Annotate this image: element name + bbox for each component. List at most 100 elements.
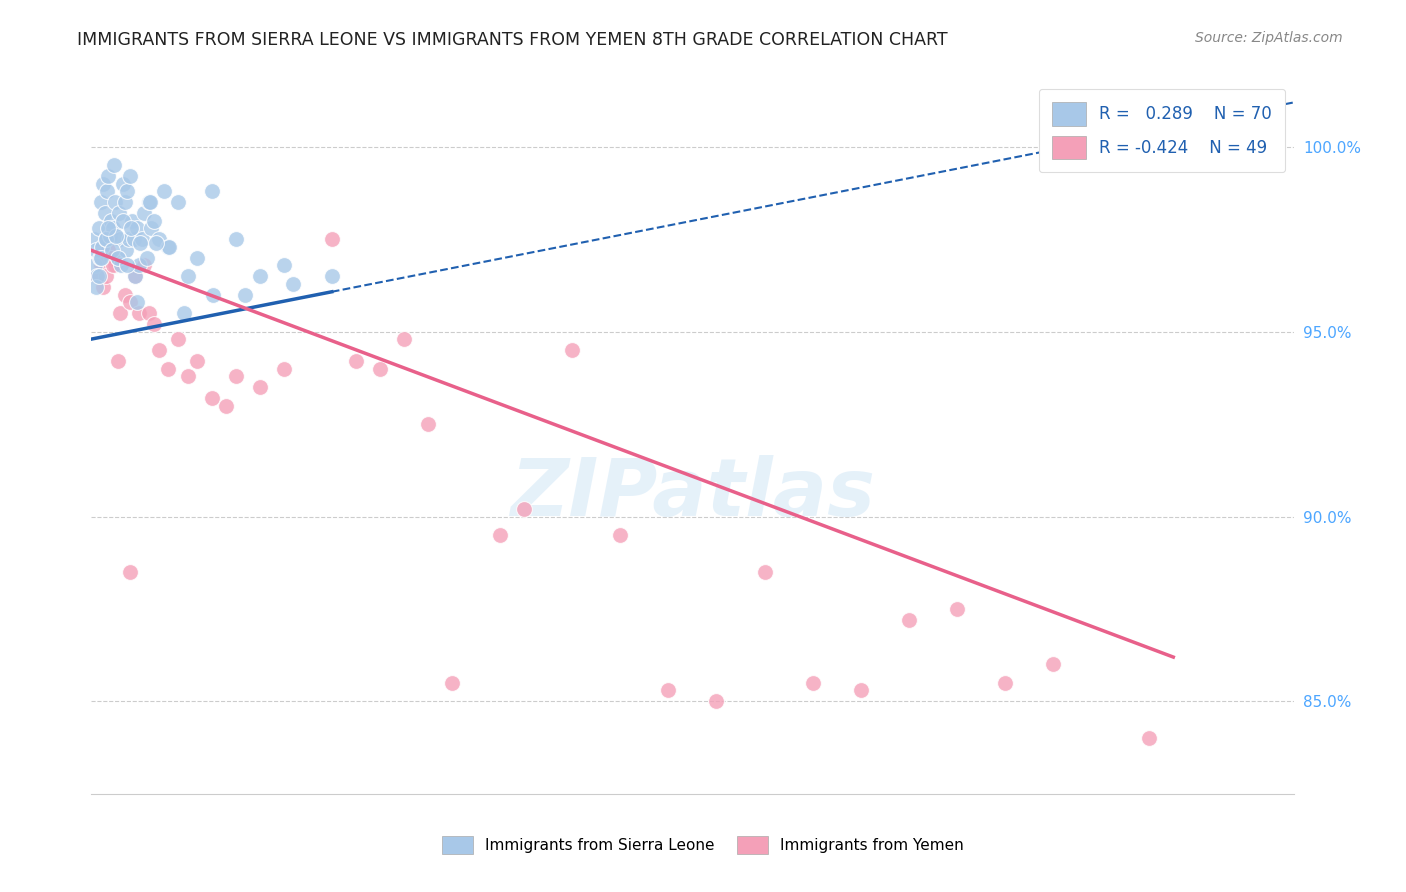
Point — [125, 221, 148, 235]
Point — [142, 318, 165, 332]
Point — [114, 287, 136, 301]
Point — [135, 251, 157, 265]
Point — [754, 565, 776, 579]
Point — [91, 240, 114, 254]
Point — [90, 251, 112, 265]
Legend: R =   0.289    N = 70, R = -0.424    N = 49: R = 0.289 N = 70, R = -0.424 N = 49 — [1039, 88, 1285, 172]
Point — [283, 277, 305, 291]
Point — [84, 258, 107, 272]
Point — [87, 269, 110, 284]
Point — [215, 399, 238, 413]
Point — [129, 235, 152, 250]
Point — [176, 269, 198, 284]
Point — [93, 280, 115, 294]
Point — [392, 332, 415, 346]
Point — [142, 214, 165, 228]
Point — [801, 676, 824, 690]
Point — [200, 184, 222, 198]
Point — [94, 232, 117, 246]
Point — [489, 528, 512, 542]
Point — [89, 251, 111, 265]
Point — [167, 332, 190, 346]
Text: IMMIGRANTS FROM SIERRA LEONE VS IMMIGRANTS FROM YEMEN 8TH GRADE CORRELATION CHAR: IMMIGRANTS FROM SIERRA LEONE VS IMMIGRAN… — [77, 31, 948, 49]
Point — [273, 258, 295, 272]
Point — [94, 269, 117, 284]
Point — [321, 269, 343, 284]
Point — [128, 258, 150, 272]
Point — [117, 184, 139, 198]
Point — [110, 258, 132, 272]
Point — [100, 251, 122, 265]
Point — [167, 195, 190, 210]
Point — [100, 244, 122, 258]
Point — [706, 694, 728, 708]
Point — [111, 214, 134, 228]
Point — [115, 244, 138, 258]
Point — [107, 354, 129, 368]
Point — [118, 565, 141, 579]
Point — [1137, 731, 1160, 746]
Point — [273, 361, 295, 376]
Point — [104, 258, 127, 272]
Point — [121, 214, 143, 228]
Point — [186, 354, 208, 368]
Point — [201, 287, 224, 301]
Point — [90, 258, 112, 272]
Point — [186, 251, 208, 265]
Point — [131, 232, 153, 246]
Point — [94, 232, 117, 246]
Point — [139, 195, 162, 210]
Point — [120, 221, 142, 235]
Text: ZIPatlas: ZIPatlas — [510, 455, 875, 533]
Point — [609, 528, 631, 542]
Point — [84, 244, 107, 258]
Point — [97, 221, 120, 235]
Point — [101, 258, 124, 272]
Point — [118, 232, 141, 246]
Point — [110, 232, 132, 246]
Point — [124, 269, 146, 284]
Point — [368, 361, 391, 376]
Point — [103, 158, 125, 172]
Point — [561, 343, 583, 358]
Point — [100, 214, 122, 228]
Point — [138, 195, 160, 210]
Point — [344, 354, 367, 368]
Point — [321, 232, 343, 246]
Point — [87, 221, 110, 235]
Point — [101, 221, 124, 235]
Point — [111, 177, 134, 191]
Point — [93, 177, 115, 191]
Point — [105, 228, 128, 243]
Point — [176, 369, 198, 384]
Point — [83, 232, 105, 246]
Point — [118, 295, 141, 310]
Point — [249, 269, 271, 284]
Point — [849, 683, 872, 698]
Point — [107, 251, 129, 265]
Point — [1042, 657, 1064, 672]
Point — [946, 602, 969, 616]
Point — [84, 280, 107, 294]
Point — [84, 269, 107, 284]
Point — [114, 195, 136, 210]
Point — [125, 295, 148, 310]
Point — [122, 232, 145, 246]
Point — [104, 195, 127, 210]
Point — [110, 306, 132, 320]
Point — [173, 306, 195, 320]
Point — [897, 613, 920, 627]
Point — [145, 235, 167, 250]
Point — [440, 676, 463, 690]
Point — [148, 232, 170, 246]
Legend: Immigrants from Sierra Leone, Immigrants from Yemen: Immigrants from Sierra Leone, Immigrants… — [434, 828, 972, 862]
Point — [994, 676, 1017, 690]
Point — [157, 240, 180, 254]
Point — [134, 258, 156, 272]
Point — [124, 269, 146, 284]
Point — [225, 369, 247, 384]
Point — [107, 251, 129, 265]
Point — [157, 240, 180, 254]
Point — [134, 206, 156, 220]
Text: Source: ZipAtlas.com: Source: ZipAtlas.com — [1195, 31, 1343, 45]
